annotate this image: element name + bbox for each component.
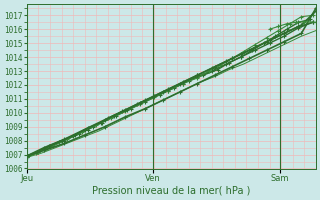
X-axis label: Pression niveau de la mer( hPa ): Pression niveau de la mer( hPa ) bbox=[92, 186, 251, 196]
